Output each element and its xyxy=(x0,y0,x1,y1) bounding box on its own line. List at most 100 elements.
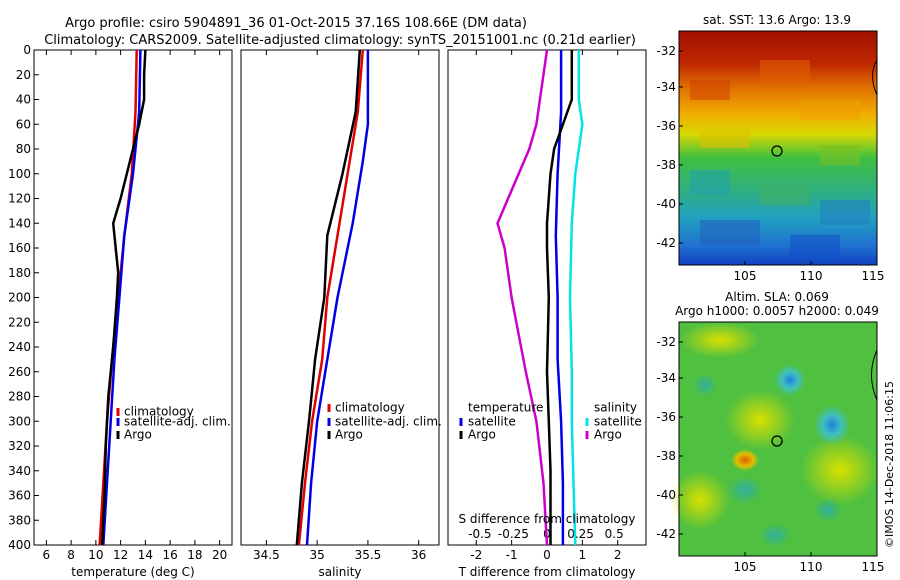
legend-argo-label: Argo xyxy=(335,428,363,442)
legend-argo-label: Argo xyxy=(124,428,152,442)
x-tick-label: 36 xyxy=(411,548,426,562)
x2-tick-label: -0.25 xyxy=(498,527,529,541)
map-y-tick-label: -36 xyxy=(656,119,676,133)
map-x-tick-label: 105 xyxy=(734,269,757,283)
title-line-2: Climatology: CARS2009. Satellite-adjuste… xyxy=(44,33,636,48)
temperature-xlabel: temperature (deg C) xyxy=(71,565,194,579)
map-y-tick-label: -42 xyxy=(656,236,676,250)
x-tick-label: 18 xyxy=(187,548,202,562)
legend-temperature-title: temperature xyxy=(468,401,543,415)
y-tick-label: 100 xyxy=(8,167,31,181)
map-y-tick-label: -38 xyxy=(656,158,676,172)
map-x-tick-label: 115 xyxy=(862,560,885,574)
y-tick-label: 400 xyxy=(8,538,31,552)
x-tick-label: 35.5 xyxy=(355,548,382,562)
x-tick-label: 12 xyxy=(113,548,128,562)
x-tick-label: 35 xyxy=(310,548,325,562)
x-tick-label: 20 xyxy=(212,548,227,562)
x-tick-label: 2 xyxy=(614,548,622,562)
y-tick-label: 360 xyxy=(8,489,31,503)
sla-map: Altim. SLA: 0.069 Argo h1000: 0.0057 h20… xyxy=(656,290,884,574)
map-x-tick-label: 110 xyxy=(800,560,823,574)
y-tick-label: 180 xyxy=(8,266,31,280)
map-x-tick-label: 110 xyxy=(800,269,823,283)
y-tick-label: 340 xyxy=(8,464,31,478)
series-line-satellite xyxy=(568,50,584,546)
argo-location-marker xyxy=(771,435,783,447)
legend-satadj-label: satellite-adj. clim. xyxy=(335,415,442,429)
map-y-tick-label: -40 xyxy=(656,197,676,211)
y-tick-label: 80 xyxy=(16,142,31,156)
legend-t-satellite-label: satellite xyxy=(468,415,516,429)
legend-s-satellite-label: satellite xyxy=(594,415,642,429)
x2-tick-label: -0.5 xyxy=(468,527,491,541)
temperature-legend: climatology satellite-adj. clim. Argo xyxy=(116,405,231,442)
map-y-tick-label: -32 xyxy=(656,44,676,58)
map-y-tick-label: -38 xyxy=(656,449,676,463)
sst-texture xyxy=(690,60,870,260)
y-tick-label: 380 xyxy=(8,513,31,527)
x-tick-label: 6 xyxy=(43,548,51,562)
sla-map-frame xyxy=(678,321,878,557)
y-tick-label: 160 xyxy=(8,241,31,255)
y-tick-label: 0 xyxy=(23,43,31,57)
y-tick-label: 300 xyxy=(8,414,31,428)
argo-location-marker xyxy=(771,145,783,157)
salinity-xlabel: salinity xyxy=(318,565,361,579)
salinity-panel: 34.5 35 35.5 36 salinity climatology satell… xyxy=(240,49,442,579)
salinity-legend: climatology satellite-adj. clim. Argo xyxy=(327,401,442,442)
y-tick-label: 280 xyxy=(8,390,31,404)
y-tick-label: 140 xyxy=(8,216,31,230)
map-y-tick-label: -36 xyxy=(656,410,676,424)
y-tick-label: 240 xyxy=(8,340,31,354)
y-tick-label: 40 xyxy=(16,93,31,107)
watermark: ©IMOS 14-Dec-2018 11:06:15 xyxy=(883,381,896,548)
legend-satadj-label: satellite-adj. clim. xyxy=(124,415,231,429)
y-tick-label: 220 xyxy=(8,315,31,329)
sst-map-title: sat. SST: 13.6 Argo: 13.9 xyxy=(703,13,851,27)
sla-features xyxy=(670,322,880,547)
x-tick-label: 0 xyxy=(543,548,551,562)
x-tick-label: 10 xyxy=(88,548,103,562)
x2-tick-label: 0.5 xyxy=(605,527,624,541)
x-tick-label: 34.5 xyxy=(253,548,280,562)
y-tick-label: 320 xyxy=(8,439,31,453)
x-tick-label: 8 xyxy=(67,548,75,562)
legend-s-argo-label: Argo xyxy=(594,428,622,442)
x-tick-label: 14 xyxy=(138,548,153,562)
sla-map-title-1: Altim. SLA: 0.069 xyxy=(725,290,829,304)
x-tick-label: 16 xyxy=(162,548,177,562)
map-y-tick-label: -34 xyxy=(656,80,676,94)
series-line-argo xyxy=(295,49,362,546)
difference-axes-box xyxy=(447,49,647,546)
y-tick-label: 120 xyxy=(8,192,31,206)
temperature-panel: 0 20 40 60 80 100 120 140 160 180 200 220 240 260 280 3… xyxy=(8,43,233,579)
temperature-axes-box xyxy=(33,49,233,546)
sst-coastline xyxy=(872,59,878,96)
title-line-1: Argo profile: csiro 5904891_36 01-Oct-20… xyxy=(65,16,527,31)
legend-climatology-label: climatology xyxy=(335,401,405,415)
sst-map: sat. SST: 13.6 Argo: 13.9 -32 -34 -36 -38 -4… xyxy=(656,13,884,283)
legend-salinity-title: salinity xyxy=(594,401,637,415)
map-y-tick-label: -32 xyxy=(656,335,676,349)
x-tick-label: 1 xyxy=(579,548,587,562)
series-line-argo xyxy=(100,49,147,546)
difference-panel: -2 -1 0 1 2-0.5 -0.25 0 0.25 0.5 T difference fr… xyxy=(447,49,647,579)
salinity-axes-box xyxy=(240,49,440,546)
map-x-tick-label: 115 xyxy=(862,269,885,283)
y-tick-label: 60 xyxy=(16,117,31,131)
map-x-tick-label: 105 xyxy=(734,560,757,574)
map-y-tick-label: -42 xyxy=(656,527,676,541)
y-tick-label: 20 xyxy=(16,68,31,82)
sst-map-frame xyxy=(678,30,878,266)
sla-map-title-2: Argo h1000: 0.0057 h2000: 0.049 xyxy=(675,304,879,318)
y-tick-label: 200 xyxy=(8,291,31,305)
y-tick-label: 260 xyxy=(8,365,31,379)
series-line-argo xyxy=(545,50,574,545)
difference-x2label: S difference from climatology xyxy=(459,512,636,526)
difference-xlabel: T difference from climatology xyxy=(458,565,636,579)
difference-legend: temperature satellite Argo salinity sate… xyxy=(459,401,642,442)
series-line-argo xyxy=(496,49,549,546)
series-line-climatology xyxy=(297,49,365,546)
